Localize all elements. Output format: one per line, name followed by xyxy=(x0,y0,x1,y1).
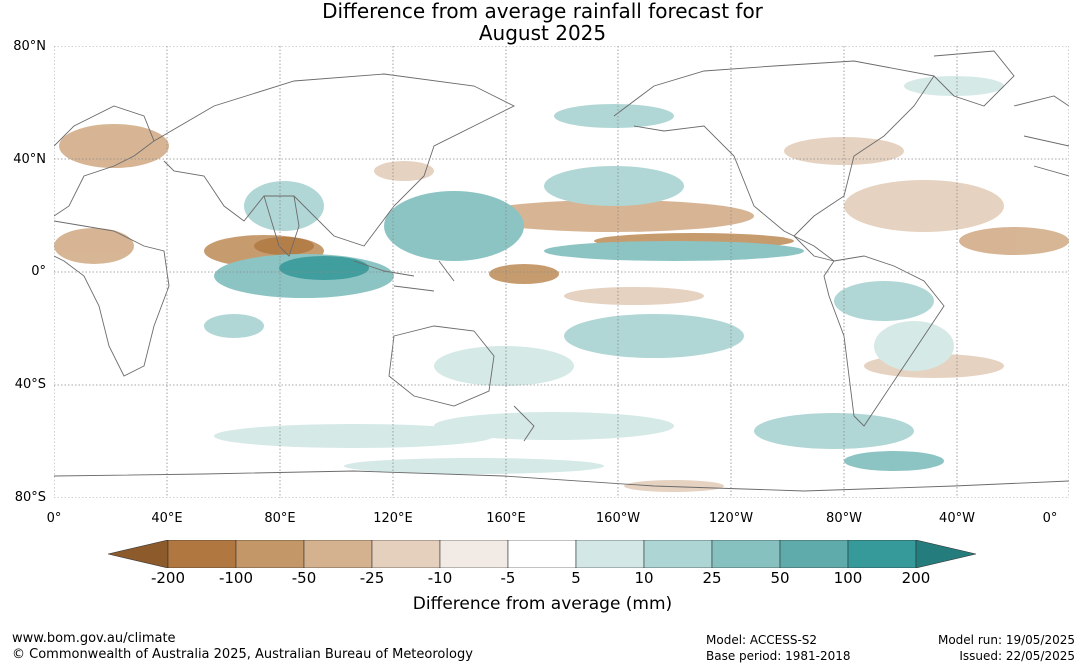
lat-label-80s: 80°S xyxy=(14,490,46,505)
colorbar-swatch xyxy=(507,540,577,568)
lon-label-160w: 160°W xyxy=(595,511,641,526)
lat-label-40n: 40°N xyxy=(13,152,46,167)
lon-label-0-right: 0° xyxy=(1042,511,1058,526)
colorbar-tick: 50 xyxy=(770,569,790,587)
footer-issued: Issued: 22/05/2025 xyxy=(959,649,1075,663)
colorbar-tick: 100 xyxy=(833,569,863,587)
colorbar-swatch xyxy=(439,540,509,568)
colorbar-tick: 5 xyxy=(571,569,581,587)
footer-model: Model: ACCESS-S2 xyxy=(706,633,818,647)
colorbar-swatch xyxy=(643,540,713,568)
colorbar-label: Difference from average (mm) xyxy=(412,594,673,614)
anomaly-shading xyxy=(54,76,1069,492)
colorbar-tick: -25 xyxy=(359,569,385,587)
colorbar-swatch xyxy=(711,540,781,568)
lon-label-120w: 120°W xyxy=(708,511,754,526)
colorbar xyxy=(108,540,977,568)
colorbar-swatch xyxy=(847,540,917,568)
colorbar-swatch xyxy=(235,540,305,568)
lat-label-0: 0° xyxy=(31,264,46,279)
lat-label-80n: 80°N xyxy=(13,39,46,54)
lat-label-40s: 40°S xyxy=(14,377,46,392)
colorbar-swatch xyxy=(779,540,849,568)
colorbar-tick: -5 xyxy=(500,569,516,587)
colorbar-arrow-right xyxy=(915,540,977,568)
lon-label-0-left: 0° xyxy=(46,511,62,526)
lon-label-120e: 120°E xyxy=(373,511,413,526)
lon-label-40w: 40°W xyxy=(939,511,975,526)
map-canvas xyxy=(53,45,1070,499)
footer-model-run: Model run: 19/05/2025 xyxy=(937,633,1075,647)
colorbar-tick: -200 xyxy=(150,569,186,587)
lon-label-80w: 80°W xyxy=(826,511,862,526)
lon-label-80e: 80°E xyxy=(264,511,296,526)
colorbar-arrow-left xyxy=(108,540,169,568)
coastlines xyxy=(53,50,1070,492)
footer-base-period: Base period: 1981-2018 xyxy=(706,649,851,663)
colorbar-swatch xyxy=(371,540,441,568)
colorbar-tick: 10 xyxy=(634,569,654,587)
lon-label-40e: 40°E xyxy=(151,511,183,526)
map-title-line1: Difference from average rainfall forecas… xyxy=(322,0,763,23)
colorbar-tick: -100 xyxy=(218,569,254,587)
rainfall-anomaly-map xyxy=(53,45,1070,499)
map-title-line2: August 2025 xyxy=(478,21,607,45)
lon-label-160e: 160°E xyxy=(486,511,526,526)
colorbar-swatch xyxy=(167,540,237,568)
colorbar-tick: -50 xyxy=(291,569,317,587)
colorbar-tick: 200 xyxy=(901,569,931,587)
colorbar-tick: -10 xyxy=(427,569,453,587)
footer-copyright: © Commonwealth of Australia 2025, Austra… xyxy=(12,647,473,662)
footer-website: www.bom.gov.au/climate xyxy=(12,631,176,646)
colorbar-tick: 25 xyxy=(702,569,722,587)
colorbar-swatch xyxy=(575,540,645,568)
colorbar-swatch xyxy=(303,540,373,568)
